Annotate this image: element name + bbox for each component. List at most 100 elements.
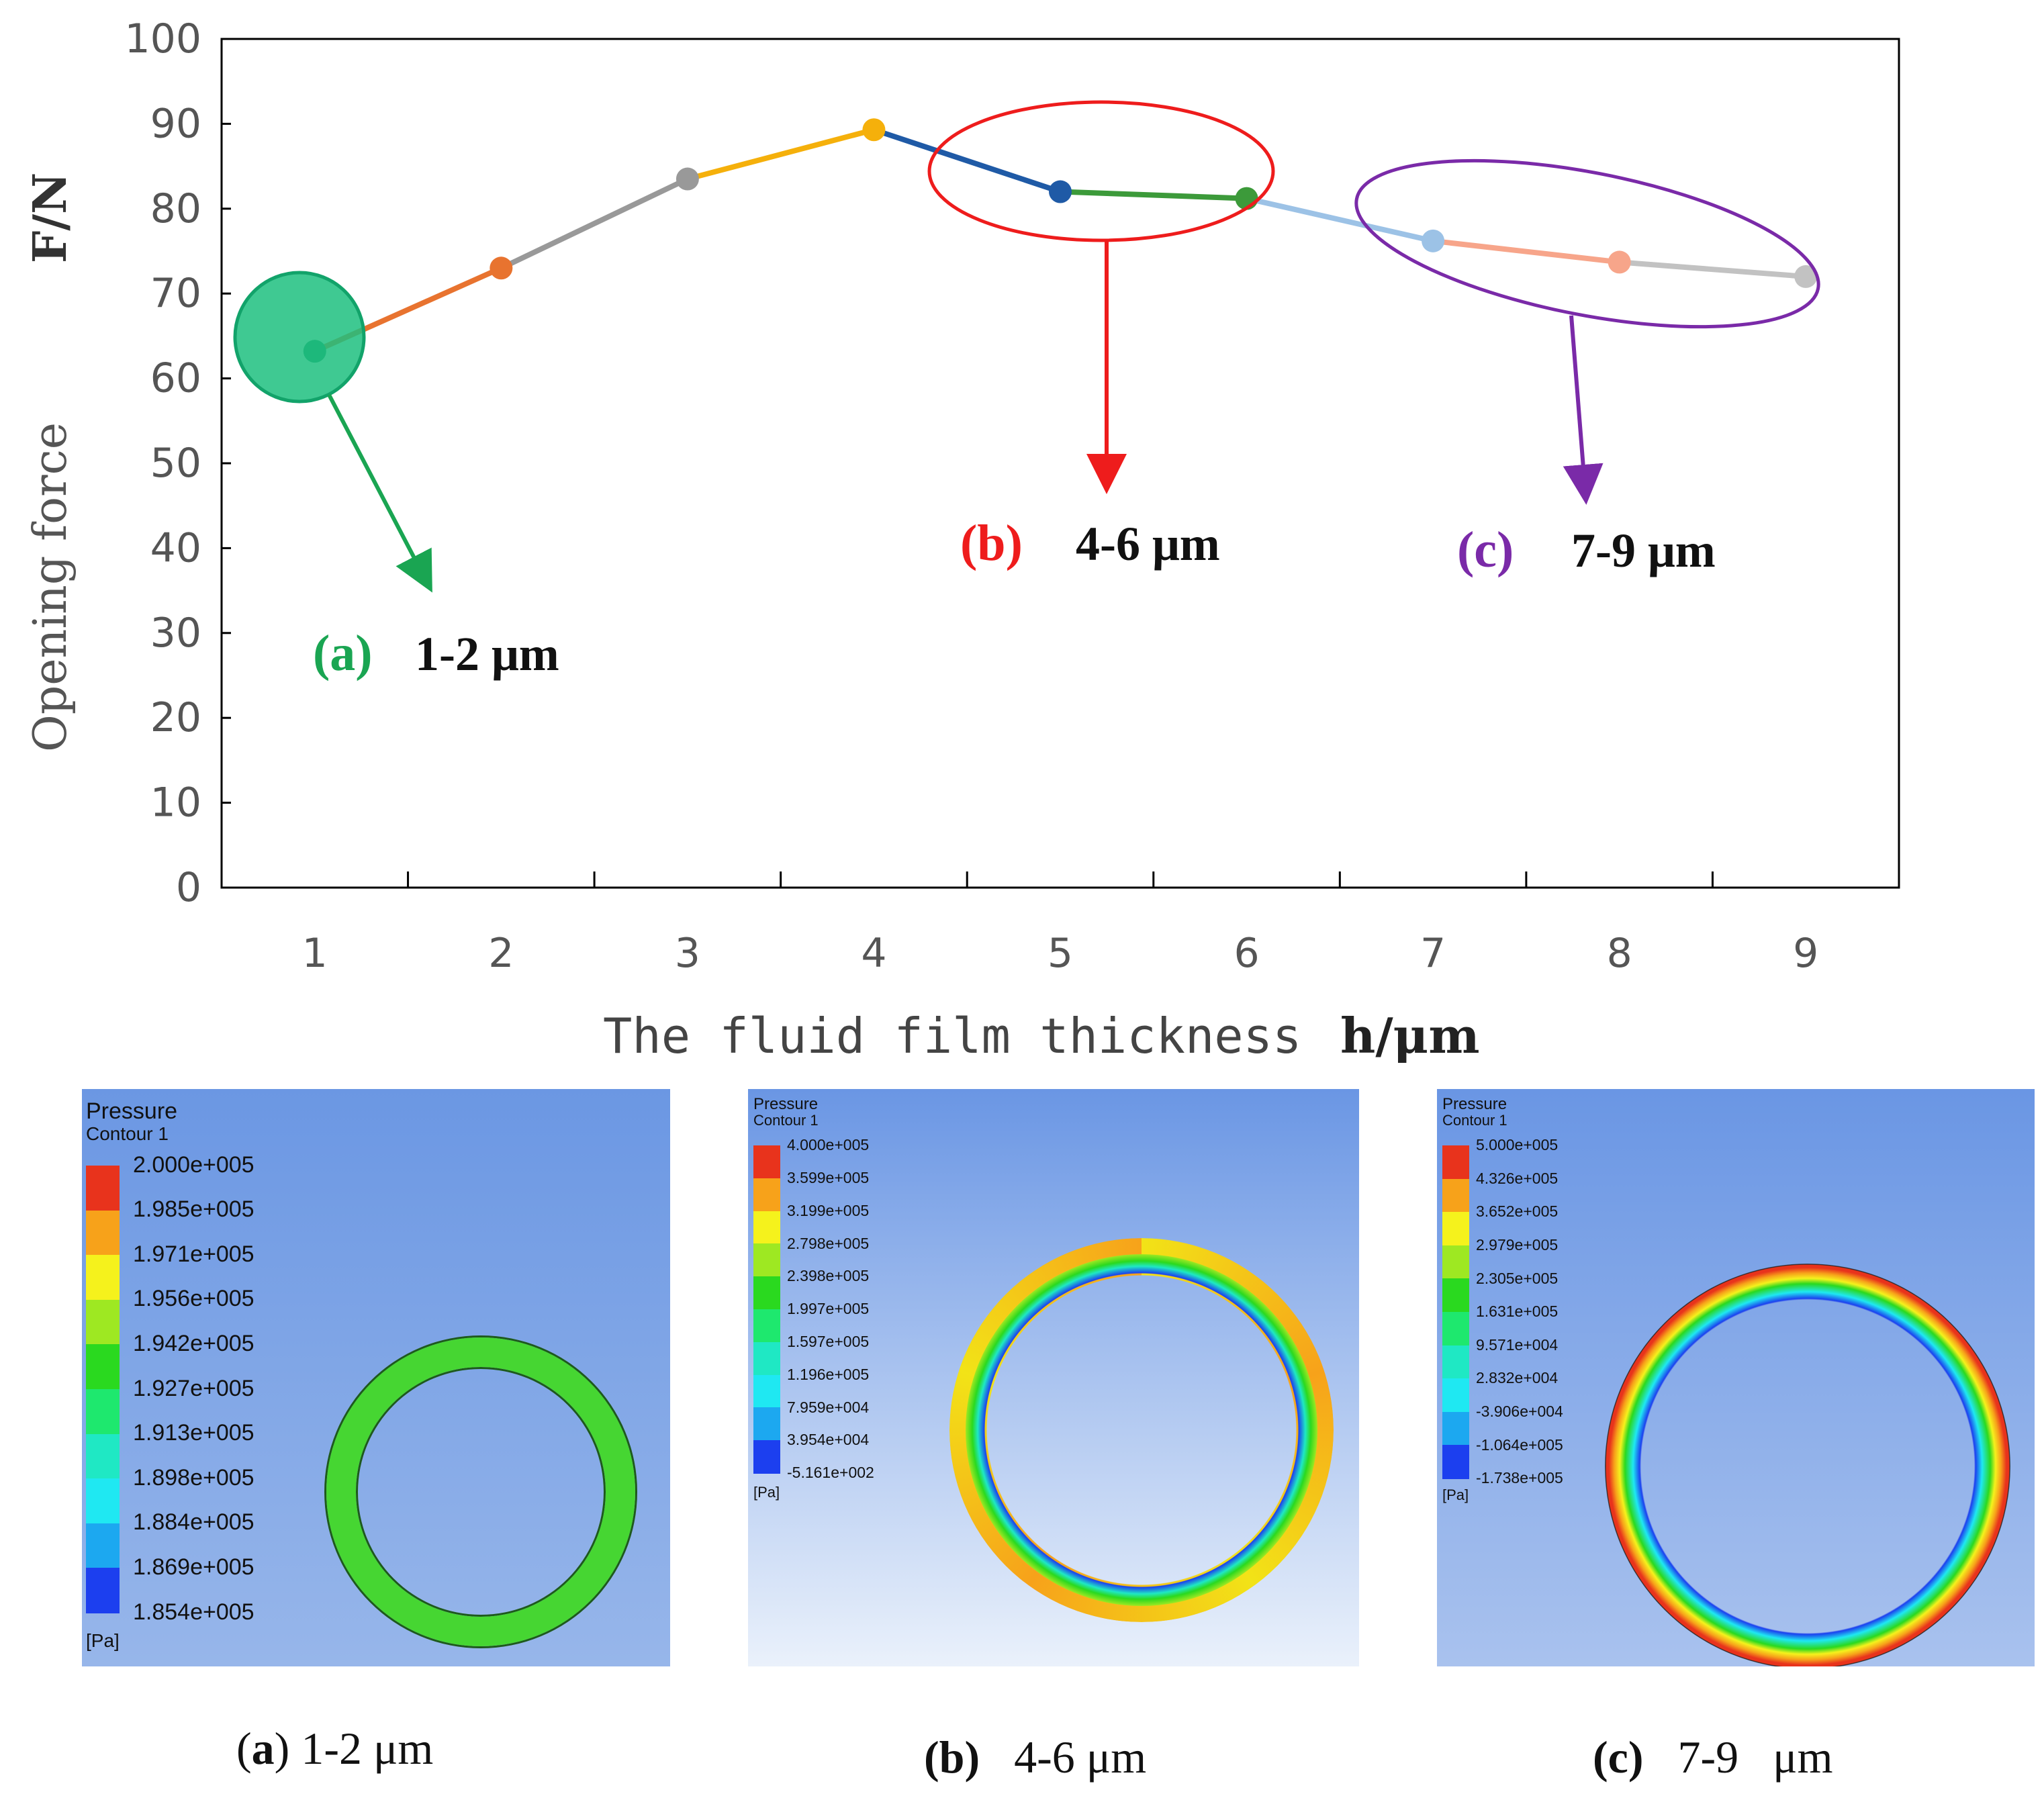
caption-c-letter: c <box>1608 1732 1628 1783</box>
data-point <box>1608 250 1631 274</box>
x-tick-label: 8 <box>1607 930 1632 977</box>
colorbar-segment <box>753 1374 780 1409</box>
x-tick-label: 9 <box>1793 930 1818 977</box>
colorbar-level-label: 1.956e+005 <box>133 1286 254 1312</box>
colorbar-level-label: 7.959e+004 <box>787 1398 870 1416</box>
y-tick-label: 20 <box>150 694 201 741</box>
x-tick-label: 1 <box>302 930 328 977</box>
x-axis-unit: h/μm <box>1340 1007 1480 1064</box>
caption-c: (c) 7-9 μm <box>1593 1732 1833 1783</box>
y-tick-label: 40 <box>150 524 201 571</box>
colorbar-segment <box>86 1344 120 1390</box>
panel-a-seal-ring <box>326 1337 635 1646</box>
colorbar-level-label: -1.738e+005 <box>1476 1469 1563 1487</box>
colorbar-level-label: 2.798e+005 <box>787 1234 870 1252</box>
colorbar-segment <box>1442 1411 1469 1446</box>
y-axis-unit: F/N <box>24 173 77 263</box>
contour-panel-c: Pressure Contour 1 5.000e+005 4.326e+005 3… <box>1437 1089 2035 1666</box>
colorbar-segment <box>1442 1445 1469 1479</box>
colorbar-segment <box>753 1276 780 1310</box>
annotation-b-letter: (b) <box>960 515 1023 571</box>
colorbar-level-label: 1.927e+005 <box>133 1375 254 1401</box>
x-axis: 1 2 3 4 5 6 7 8 9 <box>302 871 1818 977</box>
colorbar-segment <box>753 1145 780 1179</box>
panel-c-colorbar <box>1442 1145 1469 1479</box>
annotation-a-range: 1-2 μm <box>415 627 559 681</box>
y-tick-label: 50 <box>150 440 201 487</box>
colorbar-segment <box>86 1389 120 1435</box>
panel-c-title: Pressure Contour 1 <box>1442 1096 1507 1128</box>
y-tick-label: 80 <box>150 185 201 232</box>
caption-b-letter: b <box>939 1732 965 1783</box>
colorbar-segment <box>86 1166 120 1211</box>
annotation-c-range: 7-9 μm <box>1571 524 1716 577</box>
data-point <box>1422 229 1445 252</box>
colorbar-segment <box>753 1309 780 1343</box>
data-point <box>862 118 886 142</box>
colorbar-level-label: 1.597e+005 <box>787 1333 870 1350</box>
colorbar-level-label: 9.571e+004 <box>1476 1335 1559 1354</box>
panel-b-colorbar <box>753 1145 780 1474</box>
panel-b-unit: [Pa] <box>753 1484 780 1501</box>
colorbar-level-label: 1.997e+005 <box>787 1300 870 1318</box>
region-a-highlight <box>233 271 366 404</box>
colorbar-level-label: 1.971e+005 <box>133 1241 254 1267</box>
colorbar-segment <box>1442 1178 1469 1213</box>
panel-a-title-line2: Contour 1 <box>86 1123 169 1144</box>
colorbar-segment <box>86 1523 120 1569</box>
y-tick-label: 60 <box>150 355 201 402</box>
colorbar-level-label: 1.913e+005 <box>133 1420 254 1446</box>
series-line <box>303 118 1818 363</box>
panel-b-title-line1: Pressure <box>753 1095 819 1113</box>
panel-a-unit: [Pa] <box>86 1630 120 1651</box>
y-tick-label: 0 <box>176 864 201 911</box>
colorbar-level-label: 2.000e+005 <box>133 1151 254 1178</box>
x-tick-label: 3 <box>675 930 700 977</box>
x-tick-label: 2 <box>488 930 514 977</box>
data-point <box>1049 180 1072 203</box>
y-tick-label: 70 <box>150 270 201 317</box>
panel-b-seal-ring-inner <box>966 1254 1317 1606</box>
opening-force-chart: 0 10 20 30 40 50 60 70 80 90 100 1 2 3 4 5 6 7 8 9 Opening… <box>24 15 1900 1064</box>
colorbar-segment <box>753 1243 780 1278</box>
colorbar-level-label: 1.898e+005 <box>133 1464 254 1491</box>
colorbar-segment <box>86 1568 120 1613</box>
x-tick-label: 5 <box>1048 930 1073 977</box>
colorbar-segment <box>753 1440 780 1474</box>
caption-a-letter: a <box>251 1723 275 1774</box>
colorbar-segment <box>86 1299 120 1346</box>
colorbar-level-label: 3.954e+004 <box>787 1431 870 1449</box>
series-segment <box>498 176 690 271</box>
annotation-a-letter: (a) <box>313 625 373 681</box>
colorbar-level-label: 2.832e+004 <box>1476 1369 1559 1387</box>
x-axis-label: The fluid film thickness <box>603 1008 1301 1064</box>
colorbar-level-label: 5.000e+005 <box>1476 1136 1559 1154</box>
data-point <box>490 256 513 280</box>
colorbar-segment <box>753 1407 780 1442</box>
caption-a-text: 1-2 μm <box>289 1723 434 1774</box>
contour-panel-a: Pressure Contour 1 2.000e+005 1.985e+005 1… <box>82 1089 670 1666</box>
caption-a: (a) 1-2 μm <box>236 1723 434 1774</box>
annotation-c-letter: (c) <box>1457 522 1514 578</box>
y-tick-label: 90 <box>150 100 201 147</box>
series-segment <box>1430 238 1622 265</box>
panel-b-title: Pressure Contour 1 <box>753 1096 819 1128</box>
region-a-arrow <box>327 393 432 593</box>
colorbar-level-label: 2.979e+005 <box>1476 1236 1559 1254</box>
colorbar-segment <box>1442 1245 1469 1280</box>
colorbar-level-label: 1.884e+005 <box>133 1509 254 1536</box>
colorbar-segment <box>1442 1278 1469 1313</box>
panel-c-seal-ring <box>1605 1264 2010 1666</box>
colorbar-level-label: 1.869e+005 <box>133 1554 254 1580</box>
colorbar-segment <box>753 1178 780 1212</box>
colorbar-level-label: 1.942e+005 <box>133 1331 254 1356</box>
caption-c-text: 7-9 μm <box>1643 1732 1833 1783</box>
caption-b-text: 4-6 μm <box>980 1732 1147 1783</box>
series-segment <box>1244 195 1436 244</box>
colorbar-level-label: 1.985e+005 <box>133 1196 254 1223</box>
series-segment <box>684 127 877 182</box>
plot-area <box>220 38 1900 889</box>
annotation-b-range: 4-6 μm <box>1076 517 1220 571</box>
colorbar-segment <box>86 1210 120 1256</box>
x-tick-label: 7 <box>1420 930 1446 977</box>
